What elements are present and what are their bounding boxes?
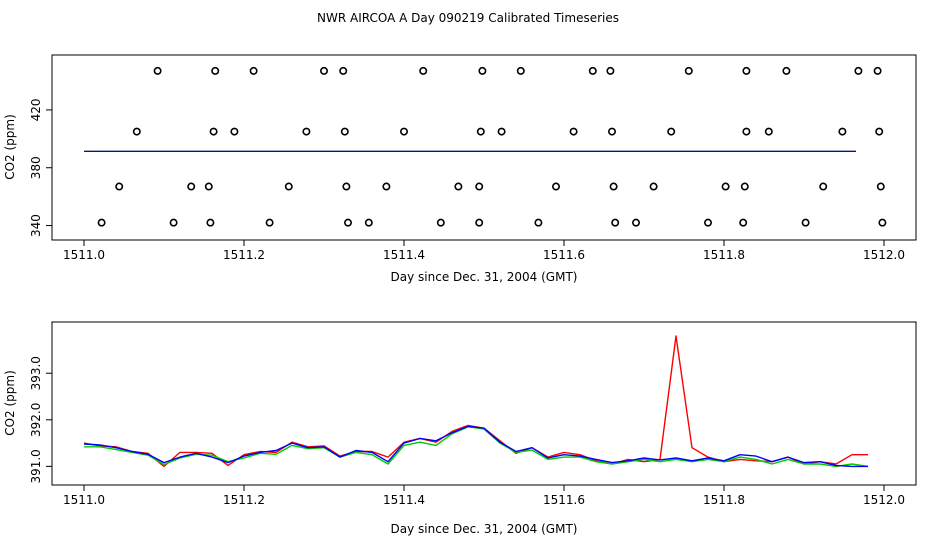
x-tick-label: 1511.8 — [703, 248, 745, 262]
calibration-point — [551, 182, 560, 191]
top-data-marks — [84, 66, 887, 227]
calibration-point — [211, 66, 220, 75]
calibration-point — [649, 182, 658, 191]
calibration-point — [611, 218, 620, 227]
calibration-point — [343, 218, 352, 227]
top-panel: 1511.0 1511.2 1511.4 1511.6 1511.8 1512.0 340 3… — [3, 54, 917, 284]
calibration-point — [801, 218, 810, 227]
calibration-point — [742, 127, 751, 136]
calibration-point — [115, 182, 124, 191]
calibration-point — [607, 127, 616, 136]
calibration-point — [819, 182, 828, 191]
y-tick-label: 380 — [29, 156, 43, 179]
x-tick-label: 1511.6 — [543, 248, 585, 262]
calibration-point — [782, 66, 791, 75]
top-x-axis-label: Day since Dec. 31, 2004 (GMT) — [391, 270, 578, 284]
calibration-point — [497, 127, 506, 136]
x-tick-label: 1511.8 — [703, 493, 745, 507]
y-tick-label: 393.0 — [29, 356, 43, 390]
bottom-x-axis-label: Day since Dec. 31, 2004 (GMT) — [391, 522, 578, 536]
calibration-point — [631, 218, 640, 227]
bottom-plot-frame — [51, 321, 917, 486]
calibration-point — [876, 182, 885, 191]
calibration-point — [132, 127, 141, 136]
y-tick-label: 392.0 — [29, 403, 43, 437]
calibration-point — [703, 218, 712, 227]
calibration-point — [230, 127, 239, 136]
calibration-point — [454, 182, 463, 191]
calibration-point — [265, 218, 274, 227]
x-tick-label: 1512.0 — [863, 493, 905, 507]
calibration-point — [342, 182, 351, 191]
calibration-point — [97, 218, 106, 227]
x-tick-label: 1511.2 — [223, 248, 265, 262]
y-tick-label: 420 — [29, 98, 43, 121]
calibration-point — [399, 127, 408, 136]
top-axis-ticks: 1511.0 1511.2 1511.4 1511.6 1511.8 1512.0 340 3… — [29, 98, 905, 262]
calibration-point — [875, 127, 884, 136]
bottom-data-marks — [83, 335, 869, 468]
top-y-axis-label: CO2 (ppm) — [3, 114, 17, 180]
calibration-point — [475, 182, 484, 191]
calibration-point — [534, 218, 543, 227]
x-tick-label: 1511.0 — [63, 248, 105, 262]
calibration-point — [569, 127, 578, 136]
calibration-point — [878, 218, 887, 227]
x-tick-label: 1511.0 — [63, 493, 105, 507]
calibration-point — [382, 182, 391, 191]
calibration-point — [588, 66, 597, 75]
calibration-point — [667, 127, 676, 136]
x-tick-label: 1512.0 — [863, 248, 905, 262]
calibration-point — [319, 66, 328, 75]
calibration-point — [609, 182, 618, 191]
calibration-point — [204, 182, 213, 191]
calibration-point — [187, 182, 196, 191]
bottom-y-axis-label: CO2 (ppm) — [3, 370, 17, 436]
calibration-point — [284, 182, 293, 191]
calibration-point — [721, 182, 730, 191]
top-plot-frame — [51, 54, 917, 241]
calibration-point — [606, 66, 615, 75]
calibration-point — [249, 66, 258, 75]
calibration-point — [873, 66, 882, 75]
x-tick-label: 1511.2 — [223, 493, 265, 507]
x-tick-label: 1511.6 — [543, 493, 585, 507]
calibration-point — [340, 127, 349, 136]
calibration-point — [740, 182, 749, 191]
figure-title: NWR AIRCOA A Day 090219 Calibrated Times… — [317, 11, 619, 25]
calibration-point — [739, 218, 748, 227]
calibration-point — [436, 218, 445, 227]
calibration-point — [209, 127, 218, 136]
calibration-point — [206, 218, 215, 227]
calibration-point — [476, 127, 485, 136]
calibration-point — [684, 66, 693, 75]
calibration-point — [516, 66, 525, 75]
bottom-panel: 1511.0 1511.2 1511.4 1511.6 1511.8 1512.0 391.… — [3, 321, 917, 536]
series-line-blue — [83, 425, 868, 468]
calibration-point — [742, 66, 751, 75]
y-tick-label: 340 — [29, 214, 43, 237]
series-line-red — [83, 335, 868, 468]
calibration-point — [302, 127, 311, 136]
calibration-point — [153, 66, 162, 75]
calibration-point — [854, 66, 863, 75]
calibration-point — [478, 66, 487, 75]
calibration-point — [764, 127, 773, 136]
calibration-point — [838, 127, 847, 136]
bottom-axis-ticks: 1511.0 1511.2 1511.4 1511.6 1511.8 1512.0 391.… — [29, 356, 905, 507]
x-tick-label: 1511.4 — [383, 248, 425, 262]
calibration-point — [364, 218, 373, 227]
calibration-point — [169, 218, 178, 227]
calibration-point — [475, 218, 484, 227]
calibration-point — [419, 66, 428, 75]
x-tick-label: 1511.4 — [383, 493, 425, 507]
calibration-point — [339, 66, 348, 75]
y-tick-label: 391.0 — [29, 449, 43, 483]
